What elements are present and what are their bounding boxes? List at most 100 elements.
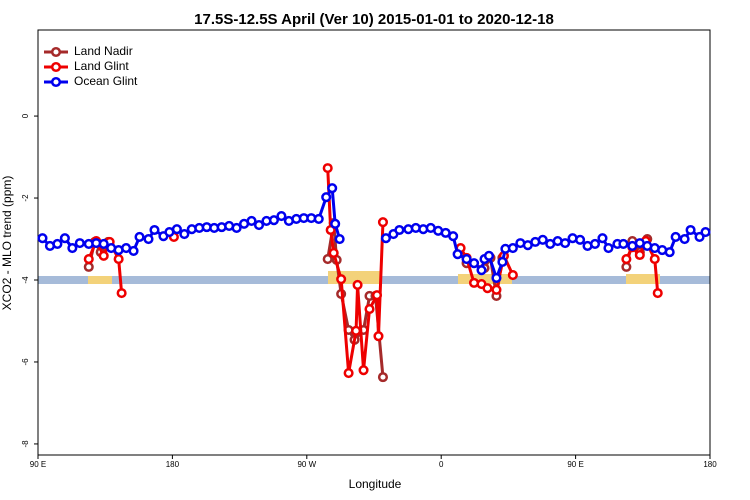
- data-point: [685, 224, 696, 236]
- data-point: [469, 258, 480, 269]
- data-point: [537, 234, 548, 245]
- data-point: [377, 372, 389, 383]
- data-point: [98, 250, 109, 261]
- data-point: [246, 215, 257, 227]
- data-point: [621, 261, 632, 272]
- data-point: [491, 272, 502, 284]
- land-patch: [88, 276, 112, 284]
- x-tick-label: 90 E: [567, 460, 583, 469]
- data-point: [134, 231, 145, 243]
- data-point: [461, 254, 472, 265]
- data-point: [149, 224, 160, 236]
- data-point: [231, 222, 242, 234]
- data-point: [694, 231, 705, 243]
- legend-item: Land Glint: [44, 59, 129, 73]
- chart-title: 17.5S-12.5S April (Ver 10) 2015-01-01 to…: [194, 11, 554, 28]
- data-point: [700, 226, 711, 238]
- data-point: [116, 288, 127, 299]
- legend-label: Ocean Glint: [74, 74, 138, 88]
- data-point: [83, 261, 94, 272]
- y-tick-label: 0: [21, 113, 30, 118]
- data-point: [352, 279, 363, 290]
- data-point: [128, 245, 139, 256]
- land-mask-band: [38, 271, 710, 284]
- legend-item: Ocean Glint: [44, 74, 138, 88]
- y-tick-label: -8: [21, 440, 30, 448]
- data-point: [448, 231, 459, 242]
- data-point: [313, 213, 324, 224]
- x-tick-label: 90 E: [30, 460, 46, 469]
- series-line: [87, 168, 660, 375]
- data-point: [634, 249, 645, 261]
- data-point: [330, 218, 341, 229]
- data-point: [394, 224, 405, 236]
- data-point: [171, 224, 182, 235]
- data-point: [621, 254, 632, 265]
- land-patch: [458, 274, 512, 284]
- x-tick-label: 90 W: [297, 460, 316, 469]
- data-point: [575, 234, 586, 245]
- legend-marker: [50, 61, 62, 73]
- legend-marker: [50, 76, 62, 88]
- data-point: [74, 238, 85, 249]
- data-point: [377, 217, 389, 228]
- data-point: [618, 238, 629, 249]
- data-point: [98, 238, 109, 249]
- data-point: [589, 238, 601, 249]
- data-point: [664, 247, 675, 258]
- data-point: [37, 233, 48, 244]
- data-point: [343, 367, 354, 379]
- x-tick-label: 0: [439, 460, 444, 469]
- x-tick-label: 180: [703, 460, 717, 469]
- data-point: [268, 215, 279, 226]
- data-point: [597, 233, 608, 244]
- data-point: [364, 304, 375, 315]
- data-point: [497, 256, 508, 268]
- data-point: [476, 265, 487, 276]
- data-point: [67, 242, 78, 254]
- plot-frame: [37, 29, 711, 456]
- data-point: [322, 163, 333, 174]
- legend-label: Land Nadir: [74, 44, 133, 58]
- legend-marker: [50, 46, 62, 58]
- y-tick-label: -6: [21, 358, 30, 366]
- data-point: [52, 238, 63, 249]
- data-point: [59, 233, 70, 244]
- data-point: [327, 183, 338, 194]
- data-point: [507, 242, 518, 254]
- data-point: [679, 233, 690, 245]
- data-point: [113, 254, 124, 265]
- data-point: [380, 233, 391, 244]
- legend-item: Land Nadir: [44, 44, 133, 58]
- data-point: [491, 284, 502, 295]
- data-point: [670, 231, 681, 243]
- data-point: [483, 250, 495, 261]
- data-point: [336, 274, 347, 285]
- data-point: [373, 331, 384, 342]
- data-point: [328, 247, 339, 259]
- data-point: [358, 365, 369, 376]
- data-point: [334, 233, 345, 245]
- y-axis-label: XCO2 - MLO trend (ppm): [0, 176, 14, 311]
- data-point: [452, 249, 463, 260]
- data-point: [179, 229, 190, 240]
- data-point: [652, 288, 663, 299]
- land-patch: [626, 274, 660, 284]
- data-point: [560, 238, 571, 249]
- data-point: [321, 192, 332, 203]
- data-point: [482, 283, 493, 294]
- y-tick-label: -2: [21, 194, 30, 202]
- legend-label: Land Glint: [74, 59, 129, 73]
- data-point: [371, 290, 383, 301]
- y-tick-label: -4: [21, 276, 30, 284]
- data-point: [322, 254, 333, 265]
- data-point: [253, 220, 265, 231]
- data-point: [276, 211, 287, 222]
- data-point: [83, 254, 94, 265]
- data-point: [351, 325, 362, 336]
- x-tick-label: 180: [166, 460, 180, 469]
- x-axis-label: Longitude: [349, 477, 402, 491]
- data-point: [649, 254, 660, 265]
- data-point: [603, 242, 614, 254]
